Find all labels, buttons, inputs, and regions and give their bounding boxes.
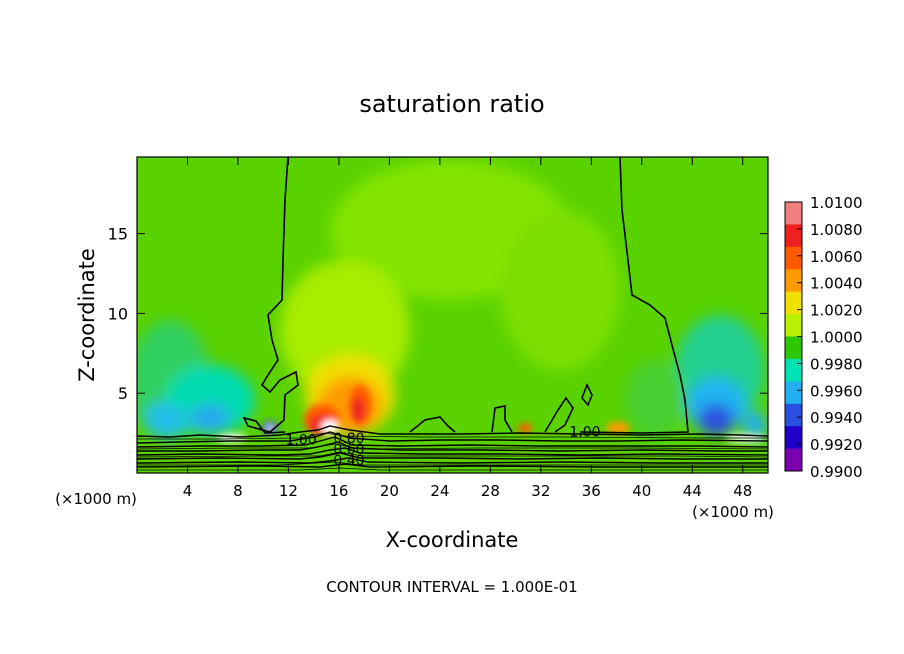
colorbar-label: 0.9980 (810, 355, 863, 373)
colorbar-label: 1.0020 (810, 302, 863, 320)
plot-frame (136, 156, 769, 474)
contour-interval-note: CONTOUR INTERVAL = 1.000E-01 (326, 578, 577, 596)
colorbar-label: 0.9920 (810, 436, 863, 454)
x-tick-label: 12 (279, 482, 298, 500)
colorbar-swatch (785, 426, 802, 450)
field-hotspots (217, 385, 765, 442)
x-tick-label: 44 (683, 482, 702, 500)
x-tick-label: 36 (582, 482, 601, 500)
colorbar-label: 0.9940 (810, 409, 863, 427)
contour-lines-1-00 (242, 157, 689, 434)
x-tick-label: 4 (183, 482, 193, 500)
x-axis-unit-left: (×1000 m) (55, 490, 137, 508)
x-tick-label: 32 (531, 482, 550, 500)
contour-label: 0.40 (333, 453, 364, 469)
colorbar-label: 0.9900 (810, 463, 863, 481)
contour-label: 1.00 (285, 432, 316, 448)
colorbar-swatch (785, 336, 802, 360)
contour-label: 0.80 (333, 431, 364, 447)
contour-label: 1.00 (569, 425, 600, 441)
x-tick-label: 48 (733, 482, 752, 500)
colorbar-label: 1.0060 (810, 248, 863, 266)
colorbar-swatch (785, 314, 802, 337)
colorbar-label: 1.0040 (810, 275, 863, 293)
x-tick-label: 8 (233, 482, 243, 500)
plot-area (137, 157, 768, 473)
colorbar-swatch (785, 246, 802, 270)
colorbar-swatch (785, 381, 802, 405)
y-tick-label: 5 (118, 384, 128, 403)
colorbar-swatch (785, 358, 802, 382)
colorbar-label: 1.0000 (810, 329, 863, 347)
contour-lines-thin (137, 432, 768, 471)
colorbar-swatch (785, 448, 802, 472)
field-patches (137, 160, 767, 440)
x-tick-label: 40 (632, 482, 651, 500)
contour-lines-surface (137, 425, 768, 468)
x-axis-unit-right: (×1000 m) (692, 503, 774, 521)
colorbar-label: 1.0080 (810, 221, 863, 239)
chart-title: saturation ratio (359, 90, 544, 118)
contour-label: 0.60 (333, 442, 364, 458)
colorbar-swatch (785, 403, 802, 427)
colorbar-label: 0.9960 (810, 382, 863, 400)
y-axis-label: Z-coordinate (75, 248, 99, 382)
x-tick-label: 20 (380, 482, 399, 500)
x-axis-label: X-coordinate (386, 528, 519, 552)
colorbar-swatch (785, 202, 802, 225)
colorbar: 1.0100 1.0080 1.0060 1.0040 1.0020 1.0000 0.99… (784, 194, 863, 481)
x-tick-label: 16 (329, 482, 348, 500)
colorbar-label: 1.0100 (810, 194, 863, 212)
y-tick-label: 15 (108, 225, 128, 244)
x-tick-label: 24 (430, 482, 449, 500)
colorbar-swatch (785, 269, 802, 293)
y-tick-label: 10 (108, 304, 128, 323)
contour-labels: 1.00 0.800.600.40 1.00 (285, 425, 600, 470)
x-tick-label: 28 (481, 482, 500, 500)
colorbar-swatch (785, 291, 802, 315)
colorbar-swatch (785, 224, 802, 248)
